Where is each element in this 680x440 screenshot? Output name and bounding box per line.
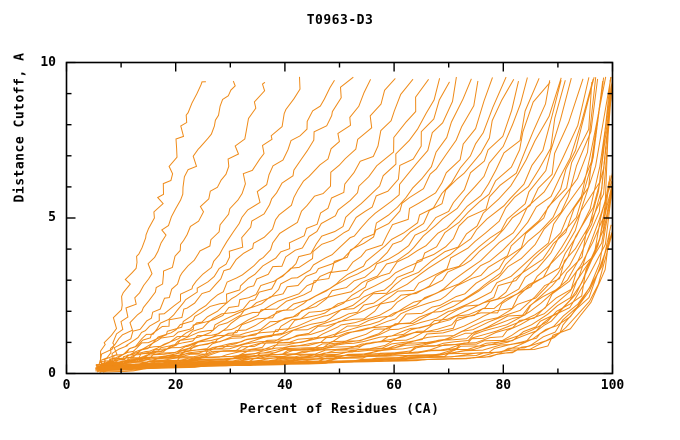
y-tick-label: 10 <box>40 54 56 70</box>
page-title: T0963-D3 <box>306 13 374 28</box>
x-tick-label: 40 <box>277 378 293 393</box>
series-line <box>95 80 479 366</box>
series-line <box>96 78 441 370</box>
series-line <box>97 77 590 371</box>
series-line <box>95 78 515 370</box>
series-line <box>99 80 236 367</box>
series-line <box>102 76 354 370</box>
series-line <box>97 79 611 370</box>
series-line <box>95 231 613 369</box>
series-line <box>99 77 493 366</box>
series-line <box>98 77 572 369</box>
series-line <box>101 76 301 366</box>
axis-frame <box>65 61 614 375</box>
y-tick-label: 0 <box>48 365 56 381</box>
series-line <box>95 80 604 369</box>
series-line <box>103 80 551 366</box>
series-line <box>102 79 372 370</box>
y-tick-label: 5 <box>48 210 56 225</box>
series-line <box>96 76 607 367</box>
x-tick-label: 100 <box>600 378 625 393</box>
series-line <box>100 78 472 369</box>
x-tick-label: 80 <box>495 378 512 393</box>
series-layer <box>95 76 613 373</box>
series-line <box>98 81 266 366</box>
series-line <box>100 81 450 367</box>
x-tick-label: 60 <box>386 378 402 393</box>
x-axis-label: Percent of Residues (CA) <box>239 402 440 417</box>
x-tick-label: 0 <box>62 378 71 393</box>
series-line <box>102 182 613 369</box>
series-line <box>95 78 414 367</box>
series-line <box>99 80 566 370</box>
series-line <box>97 78 599 369</box>
series-line <box>100 78 540 369</box>
series-line <box>99 80 335 364</box>
series-line <box>100 77 562 371</box>
series-line <box>101 77 597 367</box>
series-line <box>101 76 507 370</box>
x-tick-label: 20 <box>167 378 184 393</box>
series-line <box>95 79 430 369</box>
series-line <box>102 78 594 367</box>
series-line <box>100 78 396 369</box>
series-line <box>96 76 612 370</box>
series-line <box>99 81 206 368</box>
series-line <box>98 81 613 368</box>
series-line <box>100 81 551 370</box>
